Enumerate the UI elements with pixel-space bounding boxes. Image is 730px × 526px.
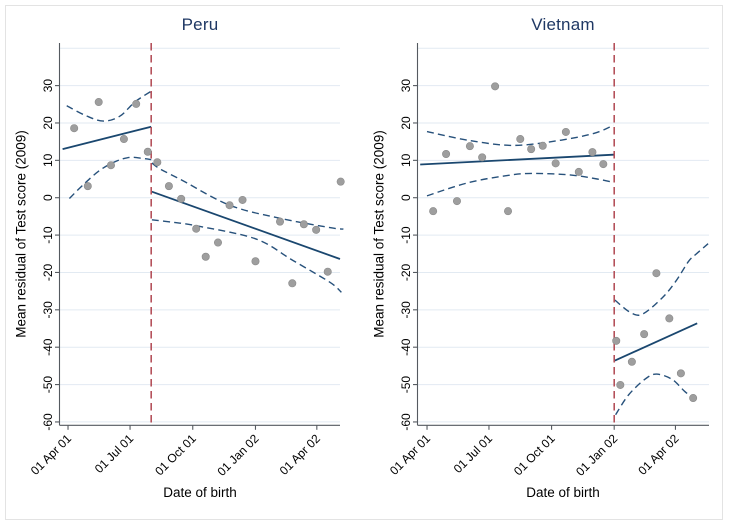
peru-scatter-point xyxy=(251,257,260,266)
vietnam-y-tick-label: 10 xyxy=(399,153,413,167)
vietnam-scatter-point xyxy=(616,380,625,389)
vietnam-y-tick-label: 30 xyxy=(399,79,413,93)
peru-scatter-point xyxy=(132,99,141,108)
vietnam-y-tick-label: -40 xyxy=(399,338,413,356)
vietnam-y-tick-label: -20 xyxy=(399,263,413,281)
vietnam-scatter-point xyxy=(504,207,513,216)
peru-y-tick-label: 0 xyxy=(41,194,55,201)
peru-scatter-point xyxy=(83,182,92,191)
panel-title-peru: Peru xyxy=(181,15,219,34)
peru-y-tick-label: -20 xyxy=(41,263,55,281)
peru-ci-lower-pre-cutoff xyxy=(68,156,152,199)
peru-scatter-point xyxy=(164,182,173,191)
vietnam-y-tick-label: -10 xyxy=(399,226,413,244)
peru-x-tick-label: 01 Apr 01 xyxy=(28,431,74,477)
vietnam-scatter-point xyxy=(538,141,547,150)
panel-title-vietnam: Vietnam xyxy=(531,15,595,34)
vietnam-scatter-point xyxy=(465,142,474,151)
peru-scatter-point xyxy=(177,194,186,203)
vietnam-ci-lower-post-cutoff xyxy=(615,373,696,416)
vietnam-y-tick-label: -30 xyxy=(399,301,413,319)
vietnam-scatter-point xyxy=(551,159,560,168)
peru-y-tick-label: -60 xyxy=(41,413,55,431)
peru-scatter-point xyxy=(70,124,79,133)
vietnam-scatter-point xyxy=(429,207,438,216)
peru-ci-upper-post-cutoff xyxy=(151,162,344,230)
peru-scatter-point xyxy=(213,238,222,247)
peru-y-tick-label: -50 xyxy=(41,376,55,394)
vietnam-scatter-point xyxy=(574,167,583,176)
vietnam-x-tick-label: 01 Apr 01 xyxy=(387,431,433,477)
peru-fit-line-pre-cutoff xyxy=(62,125,152,150)
peru-scatter-point xyxy=(153,158,162,167)
x-axis-label-peru: Date of birth xyxy=(163,485,237,500)
vietnam-scatter-point xyxy=(640,330,649,339)
vietnam-x-tick-label: 01 Jan 02 xyxy=(573,431,620,478)
peru-y-tick-label: 10 xyxy=(41,153,55,167)
y-axis-label-peru: Mean residual of Test score (2009) xyxy=(13,130,29,338)
vietnam-scatter-point xyxy=(652,269,661,278)
peru-y-tick-label: -30 xyxy=(41,301,55,319)
vietnam-scatter-point xyxy=(478,153,487,162)
vietnam-scatter-point xyxy=(516,135,525,144)
peru-scatter-point xyxy=(312,225,321,234)
vietnam-scatter-point xyxy=(689,394,698,403)
peru-scatter-point xyxy=(225,201,234,210)
vietnam-x-tick-label: 01 Jul 01 xyxy=(451,431,496,476)
y-axis-label-vietnam: Mean residual of Test score (2009) xyxy=(371,130,387,338)
vietnam-ci-lower-pre-cutoff xyxy=(426,172,614,197)
peru-scatter-point xyxy=(201,252,210,261)
peru-scatter-point xyxy=(119,135,128,144)
peru-scatter-point xyxy=(94,98,103,107)
vietnam-scatter-point xyxy=(676,369,685,378)
vietnam-scatter-point xyxy=(527,145,536,154)
peru-scatter-point xyxy=(238,195,247,204)
vietnam-y-tick-label: -60 xyxy=(399,413,413,431)
peru-scatter-point xyxy=(299,220,308,229)
vietnam-scatter-point xyxy=(491,82,500,91)
peru-scatter-point xyxy=(143,147,152,156)
vietnam-scatter-point xyxy=(612,336,621,345)
x-axis-label-vietnam: Date of birth xyxy=(526,485,600,500)
vietnam-ci-upper-pre-cutoff xyxy=(426,124,614,147)
vietnam-scatter-point xyxy=(627,357,636,366)
vietnam-fit-line-post-cutoff xyxy=(614,322,698,362)
vietnam-y-tick-label: 20 xyxy=(399,116,413,130)
peru-x-tick-label: 01 Apr 02 xyxy=(277,431,323,477)
peru-fit-line-post-cutoff xyxy=(151,190,341,260)
vietnam-fit-line-pre-cutoff xyxy=(420,153,614,166)
peru-scatter-point xyxy=(192,224,201,233)
vietnam-scatter-point xyxy=(442,149,451,158)
peru-scatter-point xyxy=(288,279,297,288)
peru-x-tick-label: 01 Jan 02 xyxy=(214,431,261,478)
vietnam-x-tick-label: 01 Apr 02 xyxy=(635,431,681,477)
vietnam-scatter-point xyxy=(599,160,608,169)
peru-x-tick-label: 01 Jul 01 xyxy=(92,431,137,476)
peru-y-tick-label: 20 xyxy=(41,116,55,130)
vietnam-y-tick-label: 0 xyxy=(399,194,413,201)
peru-scatter-point xyxy=(336,177,345,186)
peru-ci-lower-post-cutoff xyxy=(151,219,342,293)
vietnam-scatter-point xyxy=(561,127,570,136)
vietnam-ci-upper-post-cutoff xyxy=(614,243,709,316)
peru-x-tick-label: 01 Oct 01 xyxy=(152,431,199,478)
vietnam-y-tick-label: -50 xyxy=(399,376,413,394)
peru-scatter-point xyxy=(276,217,285,226)
vietnam-scatter-point xyxy=(452,197,461,206)
peru-scatter-point xyxy=(106,161,115,170)
vietnam-scatter-point xyxy=(665,314,674,323)
peru-y-tick-label: 30 xyxy=(41,79,55,93)
peru-scatter-point xyxy=(323,267,332,276)
vietnam-scatter-point xyxy=(588,148,597,157)
peru-y-tick-label: -10 xyxy=(41,226,55,244)
vietnam-x-tick-label: 01 Oct 01 xyxy=(511,431,558,478)
peru-y-tick-label: -40 xyxy=(41,338,55,356)
